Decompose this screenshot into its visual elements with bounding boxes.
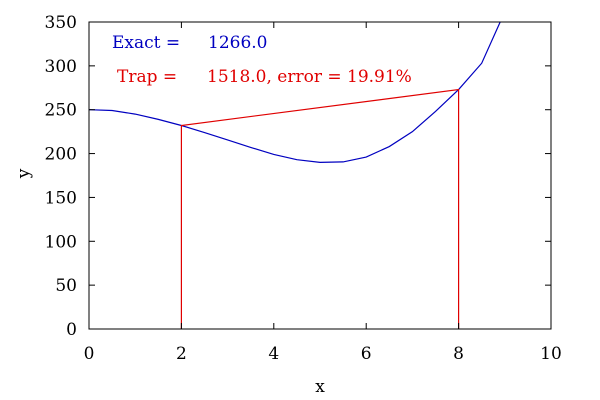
annotation-exact-label: Exact =	[112, 33, 180, 53]
y-axis-label: y	[14, 168, 34, 179]
x-axis-ticks: 0 2 4 6 8 10	[84, 22, 562, 364]
y-tick-label: 0	[66, 320, 77, 340]
x-tick-label: 4	[268, 344, 279, 364]
y-tick-label: 150	[45, 188, 77, 208]
function-curve-series	[89, 22, 501, 163]
y-tick-label: 200	[45, 145, 77, 165]
x-tick-label: 6	[361, 344, 372, 364]
x-tick-label: 0	[84, 344, 95, 364]
y-tick-label: 100	[45, 232, 77, 252]
x-tick-label: 10	[540, 344, 562, 364]
x-tick-label: 2	[176, 344, 187, 364]
y-tick-label: 300	[45, 57, 77, 77]
plot-series	[89, 22, 501, 329]
y-tick-label: 350	[45, 13, 77, 33]
y-tick-label: 50	[55, 276, 77, 296]
annotation-exact: Exact = 1266.0	[112, 33, 267, 53]
trapezoid-series	[180, 88, 460, 329]
plot-frame	[88, 21, 552, 330]
annotation-trap: Trap = 1518.0, error = 19.91%	[117, 67, 412, 87]
x-axis-label: x	[315, 377, 325, 397]
annotation-trap-label: Trap =	[117, 67, 177, 87]
annotation-trap-value: 1518.0, error = 19.91%	[207, 67, 412, 87]
y-axis-ticks: 0 50 100 150 200 250 300 350	[45, 13, 551, 340]
y-tick-label: 250	[45, 101, 77, 121]
x-tick-label: 8	[453, 344, 464, 364]
annotation-exact-value: 1266.0	[208, 33, 267, 53]
